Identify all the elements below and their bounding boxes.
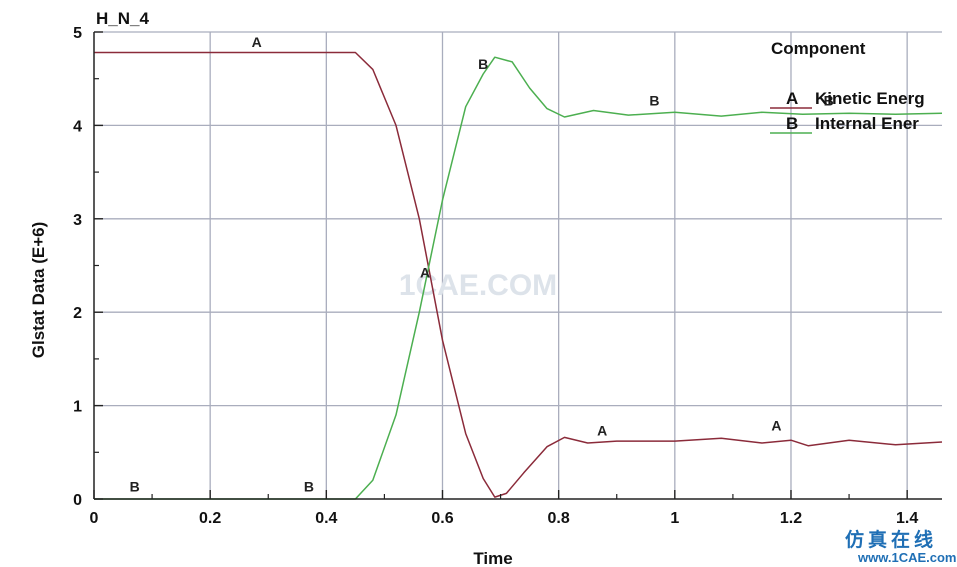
series-line-a [94, 51, 943, 498]
x-tick-label: 0.2 [199, 510, 221, 527]
axes [93, 31, 942, 500]
x-tick-label: 0.6 [431, 510, 453, 527]
series-marker-b: B [649, 93, 659, 109]
series-markers: AAA AB BBB B [130, 34, 834, 495]
legend-marker-b: B [786, 114, 798, 133]
series-marker-a: A [597, 422, 607, 438]
x-axis-title: Time [473, 549, 512, 567]
x-tick-label: 1.2 [780, 510, 802, 527]
x-tick-label: 1 [670, 510, 679, 527]
chart-title: H_N_4 [96, 9, 149, 28]
y-tick-label: 1 [73, 399, 82, 416]
y-tick-label: 3 [73, 212, 82, 229]
site-mark: 仿真在线 www.1CAE.com [845, 528, 956, 565]
y-axis-title: Glstat Data (E+6) [29, 222, 48, 359]
x-tick-label: 0.8 [548, 510, 570, 527]
site-mark-en: www.1CAE.com [857, 550, 956, 565]
series-layer [94, 51, 943, 500]
series-marker-b: B [824, 93, 834, 109]
legend-title: Component [771, 39, 866, 58]
series-marker-b: B [130, 478, 140, 494]
series-marker-a: A [252, 34, 262, 50]
y-tick-label: 0 [73, 492, 82, 509]
grid-lines [94, 31, 942, 499]
x-tick-label: 0.4 [315, 510, 337, 527]
tick-labels: 0 0.2 0.4 0.6 0.8 1 1.2 1.4 0 1 2 3 4 5 [73, 25, 918, 527]
legend-marker-a: A [786, 89, 798, 108]
series-marker-a: A [420, 265, 430, 281]
legend-label-b: Internal Ener [815, 114, 919, 133]
x-tick-label: 1.4 [896, 510, 918, 527]
series-line-b [94, 56, 943, 500]
legend-label-a: Kinetic Energ [815, 89, 925, 108]
y-tick-label: 4 [73, 118, 82, 135]
y-tick-label: 2 [73, 305, 82, 322]
series-marker-b: B [478, 56, 488, 72]
y-tick-label: 5 [73, 25, 82, 42]
x-tick-label: 0 [90, 510, 99, 527]
site-mark-cn: 仿真在线 [845, 528, 937, 551]
series-marker-b: B [304, 478, 314, 494]
series-marker-a: A [771, 418, 781, 434]
